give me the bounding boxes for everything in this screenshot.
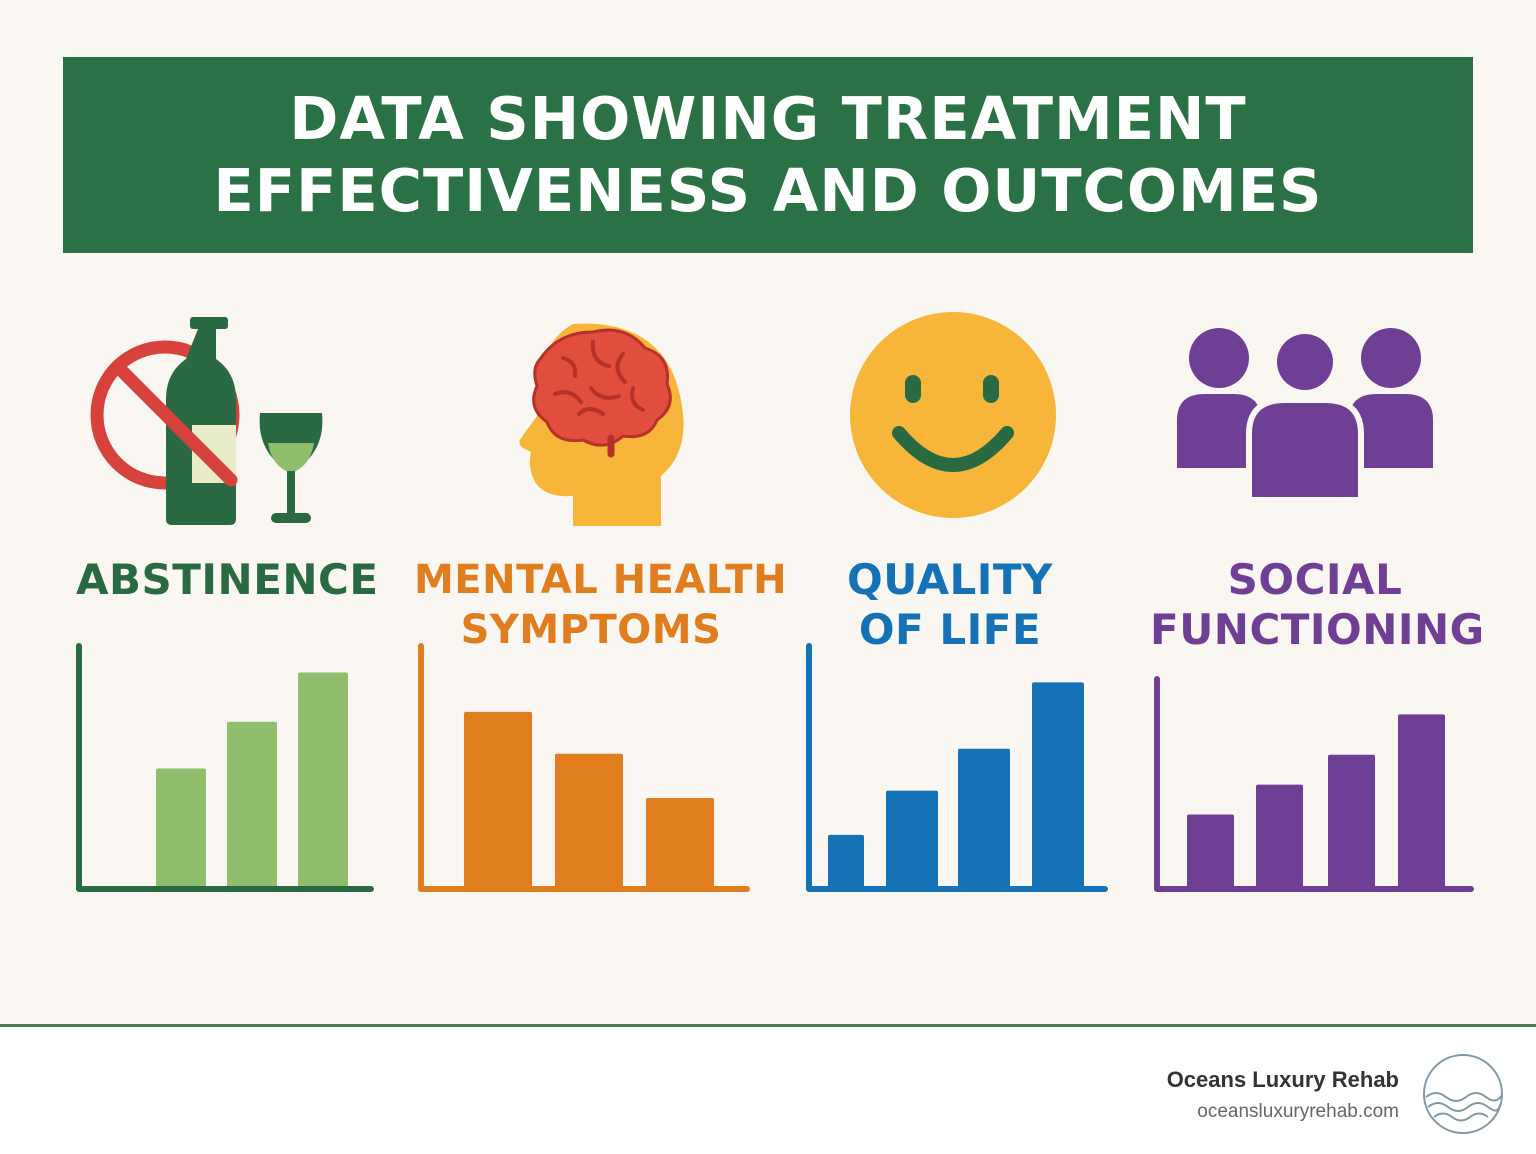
panel-title-line: FUNCTIONING	[1150, 605, 1485, 654]
panel-title-mental-health: MENTAL HEALTH SYMPTOMS	[414, 555, 788, 655]
title-line-1: DATA SHOWING TREATMENT	[289, 84, 1247, 153]
people-group-icon	[1177, 328, 1433, 503]
head-brain-icon	[519, 323, 684, 526]
panel-title-social-functioning: SOCIAL FUNCTIONING	[1150, 555, 1485, 655]
footer: Oceans Luxury Rehab oceansluxuryrehab.co…	[0, 1024, 1536, 1154]
abstinence-bar-3	[298, 672, 348, 889]
social-functioning-axes	[1154, 676, 1474, 892]
panel-title-line: SYMPTOMS	[460, 607, 722, 653]
title-line-2: EFFECTIVENESS AND OUTCOMES	[213, 156, 1323, 225]
social-functioning-bar-1	[1187, 814, 1234, 889]
brand-url[interactable]: oceansluxuryrehab.com	[1197, 1101, 1399, 1122]
panel-title-line: MENTAL HEALTH	[414, 557, 788, 603]
social-functioning-bar-2	[1256, 784, 1303, 889]
smiley-face-icon	[850, 312, 1056, 518]
panel-title-line: QUALITY	[847, 555, 1053, 604]
abstinence-bar-1	[156, 768, 206, 889]
social-functioning-bar-4	[1398, 714, 1445, 889]
abstinence-axes	[76, 643, 374, 892]
social-functioning-chart	[1154, 676, 1474, 892]
panel-title-line: OF LIFE	[858, 605, 1042, 654]
quality-of-life-bar-4	[1032, 682, 1084, 889]
panels-area: ABSTINENCE MENTAL HEALTH SYMPTOMS QUALIT…	[76, 312, 1485, 892]
mental-health-chart	[418, 643, 750, 892]
panel-title-line: SOCIAL	[1227, 555, 1403, 604]
title-banner: DATA SHOWING TREATMENT EFFECTIVENESS AND…	[63, 57, 1473, 253]
quality-of-life-axes	[806, 643, 1108, 892]
brand-name[interactable]: Oceans Luxury Rehab	[1166, 1067, 1399, 1092]
quality-of-life-bar-2	[886, 790, 938, 889]
mental-health-bar-3	[646, 797, 714, 889]
panel-title-quality-of-life: QUALITY OF LIFE	[800, 555, 1100, 655]
no-alcohol-icon	[90, 317, 323, 525]
quality-of-life-bar-1	[828, 834, 864, 889]
quality-of-life-chart	[806, 643, 1108, 892]
abstinence-bar-2	[227, 721, 277, 889]
abstinence-chart	[76, 643, 374, 892]
panel-title-abstinence: ABSTINENCE	[76, 555, 379, 605]
social-functioning-bar-3	[1328, 754, 1375, 889]
panel-title-line: ABSTINENCE	[76, 555, 379, 604]
mental-health-axes	[418, 643, 750, 892]
mental-health-bar-2	[555, 753, 623, 889]
quality-of-life-bar-3	[958, 748, 1010, 889]
ocean-waves-logo-icon	[1423, 1054, 1503, 1134]
mental-health-bar-1	[464, 711, 532, 889]
